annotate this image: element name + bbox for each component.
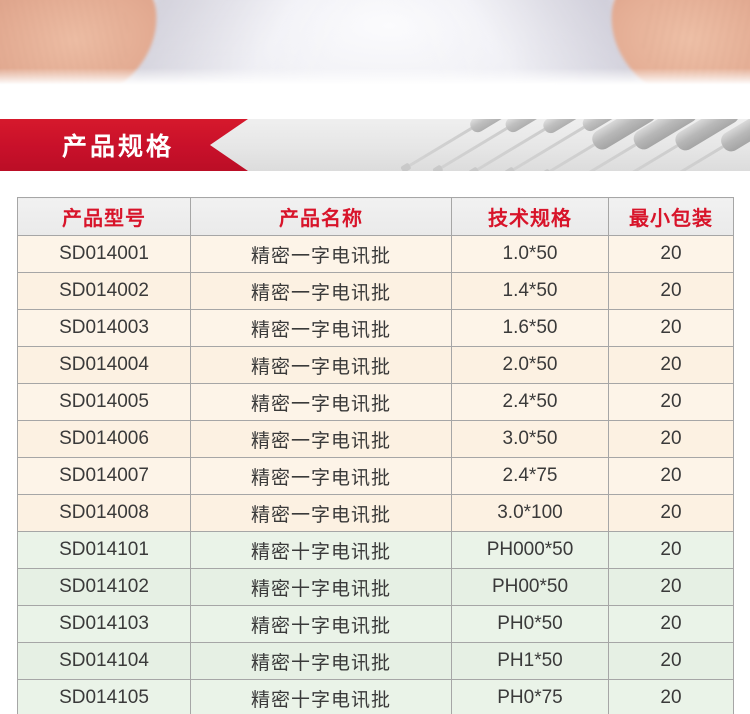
cell-spec: 1.6*50 <box>451 309 609 347</box>
table-row: SD014001 精密一字电讯批 1.0*50 20 <box>17 235 734 273</box>
cell-name: 精密一字电讯批 <box>190 494 452 532</box>
cell-spec: PH00*50 <box>451 568 609 606</box>
section-banner: 产品规格 <box>0 119 750 171</box>
column-header-pack: 最小包装 <box>608 197 734 236</box>
cell-model: SD014002 <box>17 272 191 310</box>
cell-name: 精密十字电讯批 <box>190 531 452 569</box>
spec-table-container: 产品型号 产品名称 技术规格 最小包装 SD014001 精密一字电讯批 1.0*5… <box>17 197 734 714</box>
cell-spec: 1.4*50 <box>451 272 609 310</box>
table-header-row: 产品型号 产品名称 技术规格 最小包装 <box>17 197 734 236</box>
cell-model: SD014007 <box>17 457 191 495</box>
table-row: SD014105 精密十字电讯批 PH0*75 20 <box>17 679 734 714</box>
cell-name: 精密一字电讯批 <box>190 309 452 347</box>
table-row: SD014005 精密一字电讯批 2.4*50 20 <box>17 383 734 421</box>
cell-pack: 20 <box>608 531 734 569</box>
cell-pack: 20 <box>608 309 734 347</box>
column-header-model: 产品型号 <box>17 197 191 236</box>
cell-name: 精密一字电讯批 <box>190 383 452 421</box>
table-row: SD014003 精密一字电讯批 1.6*50 20 <box>17 309 734 347</box>
cell-pack: 20 <box>608 235 734 273</box>
cell-pack: 20 <box>608 568 734 606</box>
product-spec-table: 产品型号 产品名称 技术规格 最小包装 SD014001 精密一字电讯批 1.0*5… <box>17 197 734 714</box>
cell-spec: 3.0*100 <box>451 494 609 532</box>
table-row: SD014004 精密一字电讯批 2.0*50 20 <box>17 346 734 384</box>
section-title: 产品规格 <box>61 132 174 161</box>
cell-spec: PH0*75 <box>451 679 609 714</box>
cell-name: 精密一字电讯批 <box>190 457 452 495</box>
table-row: SD014103 精密十字电讯批 PH0*50 20 <box>17 605 734 643</box>
cell-name: 精密一字电讯批 <box>190 272 452 310</box>
cell-pack: 20 <box>608 346 734 384</box>
cell-model: SD014005 <box>17 383 191 421</box>
cell-spec: 2.4*50 <box>451 383 609 421</box>
table-row: SD014102 精密十字电讯批 PH00*50 20 <box>17 568 734 606</box>
column-header-name: 产品名称 <box>190 197 452 236</box>
cell-model: SD014103 <box>17 605 191 643</box>
product-photo-banner <box>0 0 750 86</box>
cell-spec: PH0*50 <box>451 605 609 643</box>
cell-pack: 20 <box>608 679 734 714</box>
cell-spec: 2.4*75 <box>451 457 609 495</box>
cell-name: 精密十字电讯批 <box>190 679 452 714</box>
cell-name: 精密一字电讯批 <box>190 235 452 273</box>
cell-pack: 20 <box>608 605 734 643</box>
cell-spec: 1.0*50 <box>451 235 609 273</box>
cell-model: SD014003 <box>17 309 191 347</box>
cell-name: 精密十字电讯批 <box>190 642 452 680</box>
table-row: SD014007 精密一字电讯批 2.4*75 20 <box>17 457 734 495</box>
column-header-spec: 技术规格 <box>451 197 609 236</box>
cell-model: SD014004 <box>17 346 191 384</box>
cell-model: SD014001 <box>17 235 191 273</box>
cell-pack: 20 <box>608 457 734 495</box>
cell-model: SD014008 <box>17 494 191 532</box>
table-row: SD014006 精密一字电讯批 3.0*50 20 <box>17 420 734 458</box>
table-row: SD014008 精密一字电讯批 3.0*100 20 <box>17 494 734 532</box>
table-body: SD014001 精密一字电讯批 1.0*50 20 SD014002 精密一字电讯批 1.… <box>17 235 734 714</box>
table-row: SD014104 精密十字电讯批 PH1*50 20 <box>17 642 734 680</box>
cell-pack: 20 <box>608 272 734 310</box>
cell-pack: 20 <box>608 420 734 458</box>
cell-model: SD014102 <box>17 568 191 606</box>
table-row: SD014101 精密十字电讯批 PH000*50 20 <box>17 531 734 569</box>
cell-name: 精密一字电讯批 <box>190 346 452 384</box>
cell-model: SD014105 <box>17 679 191 714</box>
banner-red-chevron <box>0 119 248 171</box>
screwdriver-set-icon <box>330 119 750 171</box>
cell-name: 精密十字电讯批 <box>190 568 452 606</box>
cell-pack: 20 <box>608 494 734 532</box>
table-row: SD014002 精密一字电讯批 1.4*50 20 <box>17 272 734 310</box>
cell-name: 精密一字电讯批 <box>190 420 452 458</box>
cell-model: SD014006 <box>17 420 191 458</box>
cell-spec: 3.0*50 <box>451 420 609 458</box>
photo-bottom-fade <box>0 68 750 86</box>
cell-spec: PH1*50 <box>451 642 609 680</box>
cell-spec: 2.0*50 <box>451 346 609 384</box>
cell-model: SD014104 <box>17 642 191 680</box>
cell-pack: 20 <box>608 642 734 680</box>
cell-name: 精密十字电讯批 <box>190 605 452 643</box>
cell-pack: 20 <box>608 383 734 421</box>
cell-model: SD014101 <box>17 531 191 569</box>
cell-spec: PH000*50 <box>451 531 609 569</box>
